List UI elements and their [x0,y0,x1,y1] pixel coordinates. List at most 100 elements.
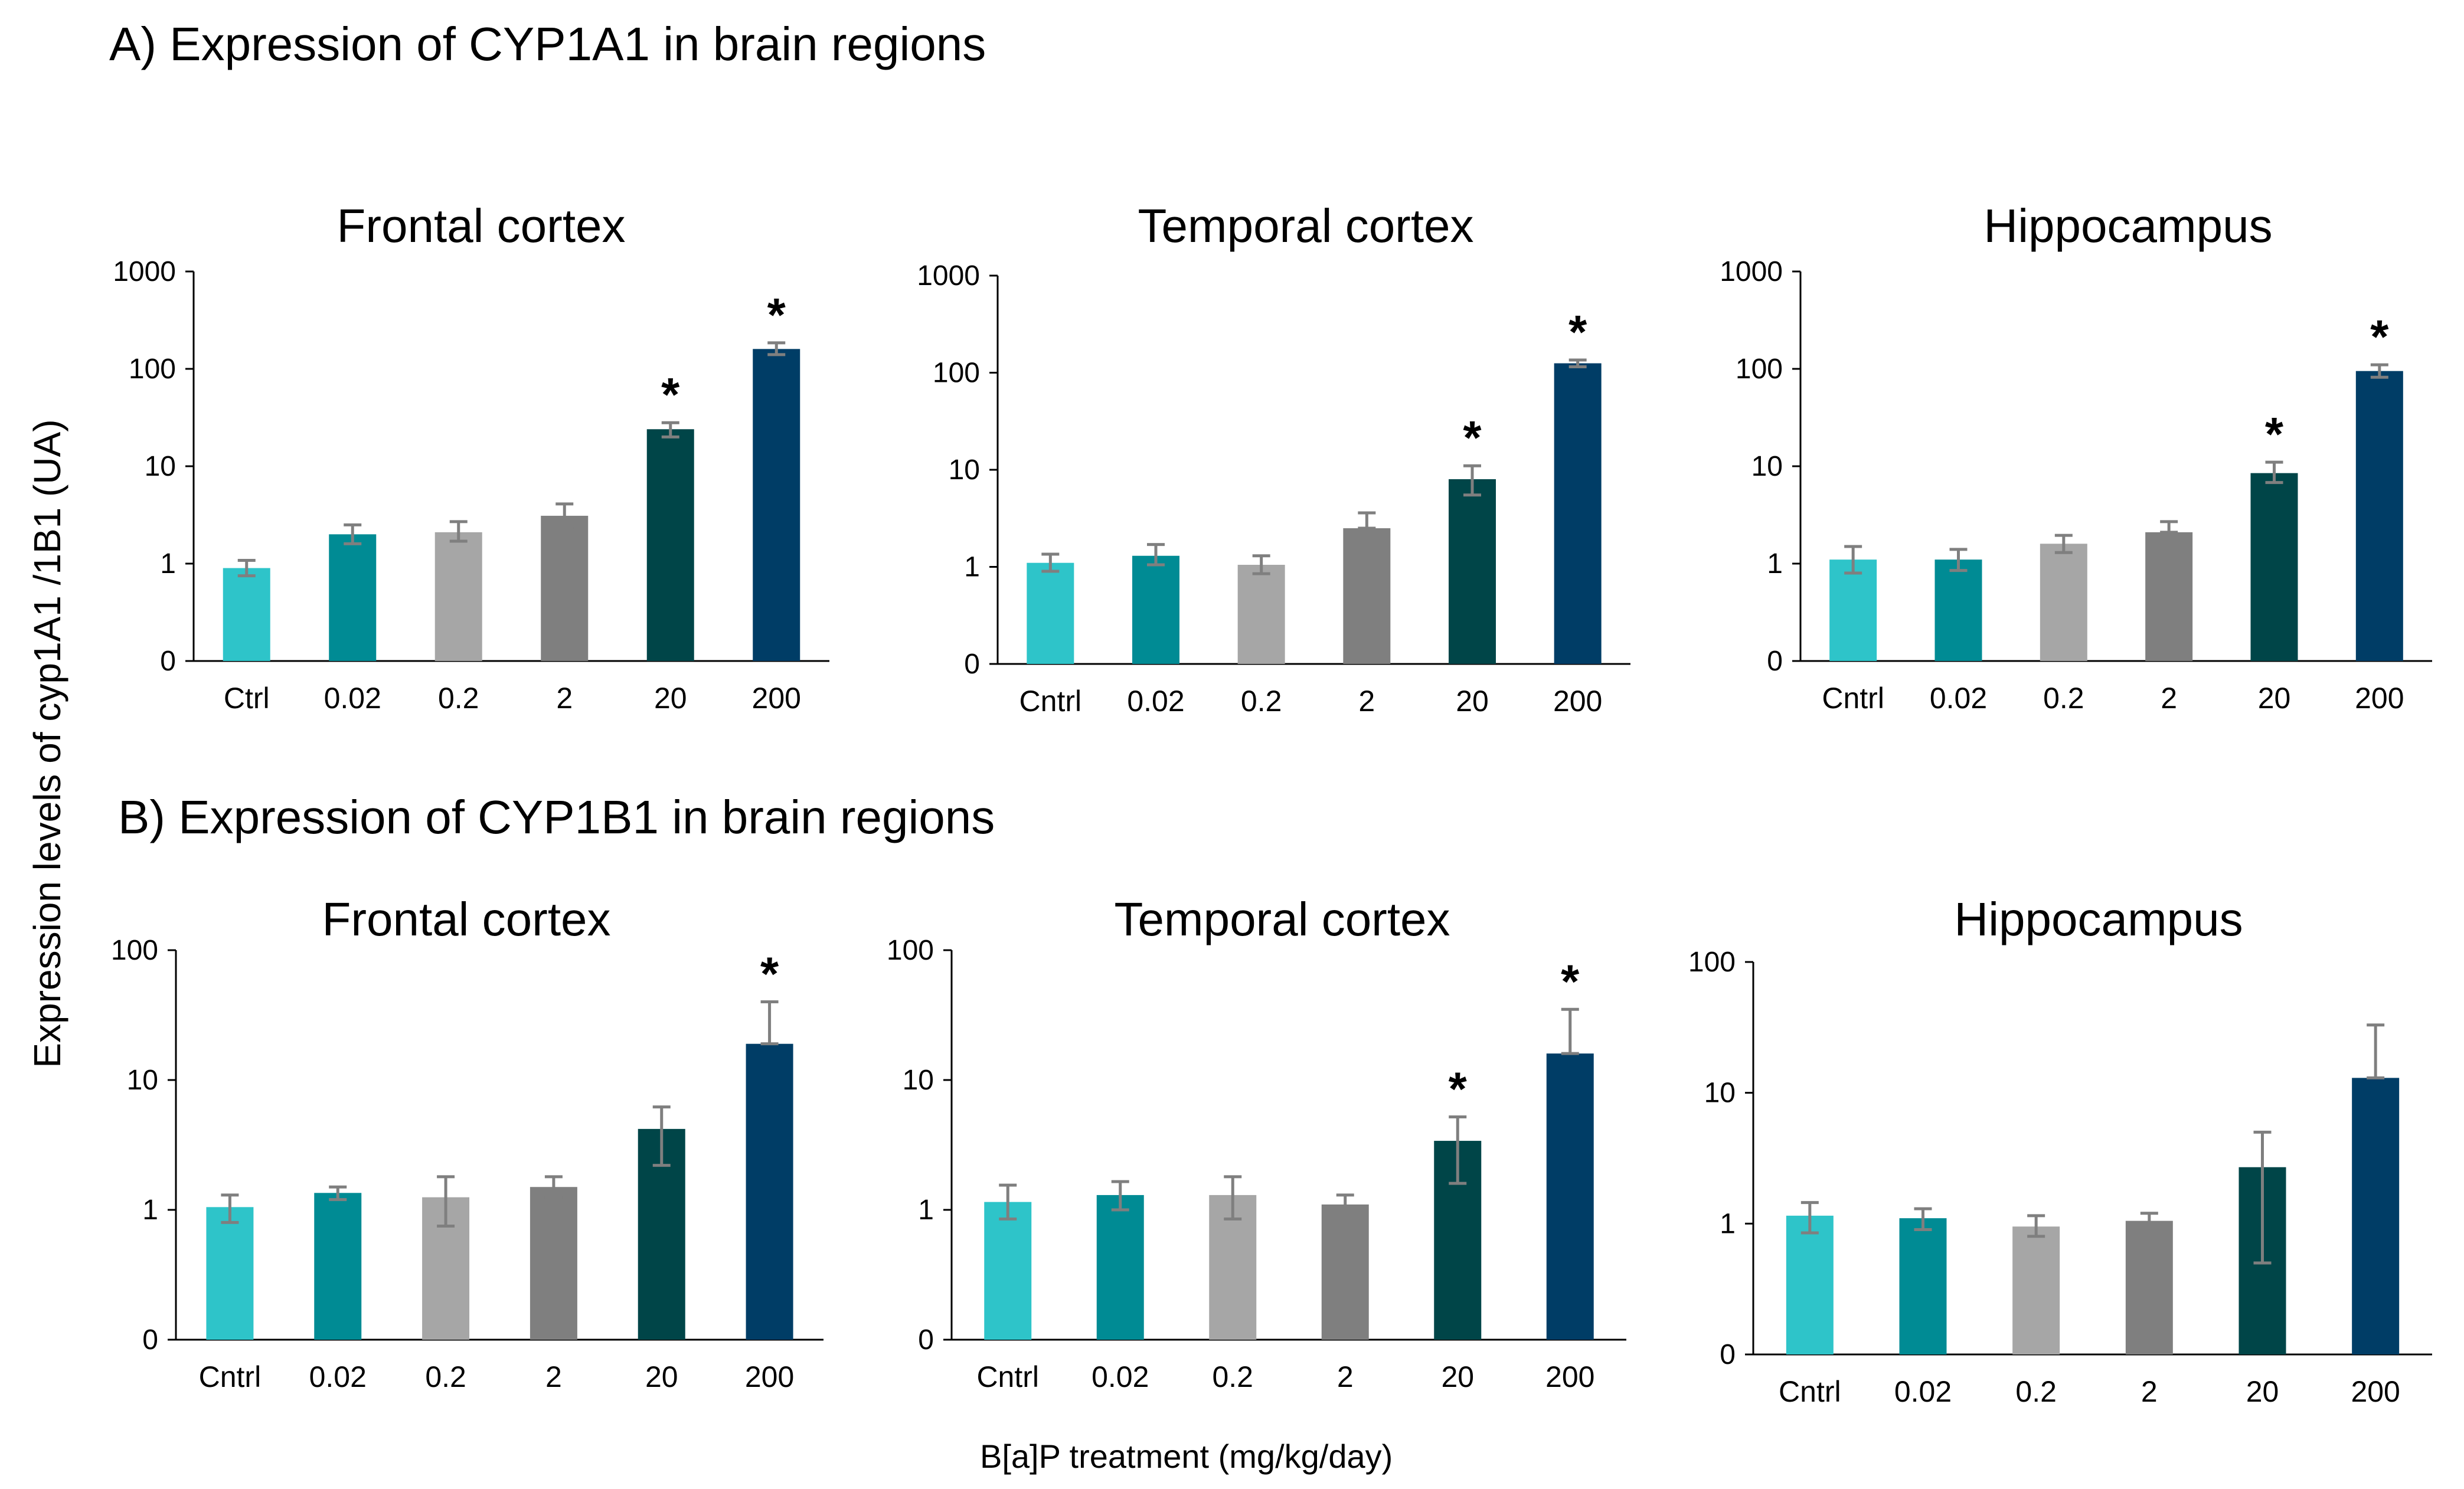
bar-a-frontal-5 [753,349,800,661]
category-label: 20 [645,1360,678,1393]
category-label: 200 [1545,1360,1594,1393]
bar-a-temporal-1 [1132,555,1179,664]
category-label: 0.02 [1092,1360,1149,1393]
y-tick-label: 10 [949,454,980,486]
category-label: 2 [545,1360,562,1393]
bar-b-hippocampus-2 [2012,1226,2060,1354]
category-label: 0.2 [438,682,479,715]
y-tick-label: 1000 [1720,256,1783,287]
bar-b-frontal-3 [530,1187,577,1340]
bar-a-hippocampus-0 [1829,559,1877,661]
bar-a-frontal-2 [434,532,482,661]
y-tick-label: 100 [111,935,158,966]
section-b-title: B) Expression of CYP1B1 in brain regions [118,791,995,843]
category-label: 0.2 [2043,682,2084,715]
y-tick-label: 0 [160,646,176,677]
bar-b-temporal-1 [1096,1195,1144,1340]
category-label: Ctrl [224,682,270,715]
y-tick-label: 1 [1720,1208,1736,1239]
y-tick-label: 1 [964,552,980,583]
category-label: Cntrl [1822,682,1884,715]
y-tick-label: 10 [127,1065,158,1096]
category-label: 0.02 [1930,682,1987,715]
bar-b-frontal-5 [746,1043,793,1340]
bar-b-frontal-1 [314,1193,362,1340]
significance-star: * [2370,310,2389,363]
category-label: 0.2 [425,1360,466,1393]
bar-b-temporal-3 [1321,1204,1369,1340]
significance-star: * [1561,955,1580,1007]
category-label: 2 [2141,1375,2158,1408]
y-tick-label: 1 [160,548,176,580]
category-label: 0.02 [1894,1375,1952,1408]
category-label: 0.02 [324,682,381,715]
bar-b-frontal-0 [206,1207,254,1340]
significance-star: * [661,368,680,421]
category-label: 0.02 [309,1360,367,1393]
panel-title: Temporal cortex [1138,199,1473,252]
y-tick-label: 1 [918,1195,934,1226]
section-a-title: A) Expression of CYP1A1 in brain regions [109,18,986,70]
bar-a-temporal-0 [1027,562,1074,664]
y-tick-label: 0 [1767,646,1783,677]
bar-b-temporal-5 [1546,1053,1594,1340]
bar-b-hippocampus-1 [1899,1218,1947,1354]
bar-a-hippocampus-2 [2040,544,2087,661]
category-label: 20 [1441,1360,1474,1393]
category-label: 2 [2161,682,2177,715]
bar-b-hippocampus-0 [1786,1215,1834,1354]
category-label: 2 [1358,685,1375,718]
category-label: 0.2 [1241,685,1282,718]
significance-star: * [760,948,779,1000]
significance-star: * [1449,1062,1468,1115]
panel-title: Temporal cortex [1114,893,1450,945]
bar-b-temporal-0 [984,1202,1032,1340]
bar-a-hippocampus-5 [2355,371,2403,661]
bar-b-hippocampus-3 [2125,1220,2173,1354]
y-tick-label: 0 [142,1324,158,1356]
bar-a-frontal-3 [541,515,589,661]
significance-star: * [1463,411,1482,464]
significance-star: * [1568,306,1587,358]
y-tick-label: 100 [887,935,934,966]
bar-a-hippocampus-1 [1934,559,1982,661]
panel-title: Hippocampus [1983,199,2272,252]
bar-a-temporal-2 [1237,565,1285,664]
y-tick-label: 10 [1704,1078,1736,1109]
category-label: 0.02 [1127,685,1184,718]
bar-b-hippocampus-5 [2352,1078,2400,1354]
bar-a-hippocampus-3 [2145,532,2193,661]
category-label: Cntrl [1779,1375,1841,1408]
category-label: 20 [2246,1375,2279,1408]
y-tick-label: 10 [145,451,176,482]
category-label: 20 [1456,685,1489,718]
category-label: 200 [2355,682,2404,715]
y-tick-label: 1000 [113,256,176,287]
y-tick-label: 1000 [917,260,980,292]
category-label: 2 [1337,1360,1354,1393]
y-tick-label: 10 [1751,451,1783,482]
category-label: 200 [752,682,801,715]
bar-a-temporal-3 [1343,528,1391,664]
y-tick-label: 100 [1688,947,1736,978]
category-label: 0.2 [2015,1375,2057,1408]
bar-a-frontal-0 [223,568,270,661]
category-label: 200 [745,1360,794,1393]
panel-title: Hippocampus [1954,893,2243,945]
y-tick-label: 10 [903,1065,934,1096]
bar-a-hippocampus-4 [2250,473,2298,661]
panel-title: Frontal cortex [336,199,625,252]
x-axis-label: B[a]P treatment (mg/kg/day) [980,1438,1393,1475]
y-tick-label: 0 [1720,1339,1736,1370]
category-label: 20 [2258,682,2291,715]
y-tick-label: 100 [1736,354,1783,385]
y-tick-label: 1 [142,1195,158,1226]
y-tick-label: 100 [933,358,980,389]
